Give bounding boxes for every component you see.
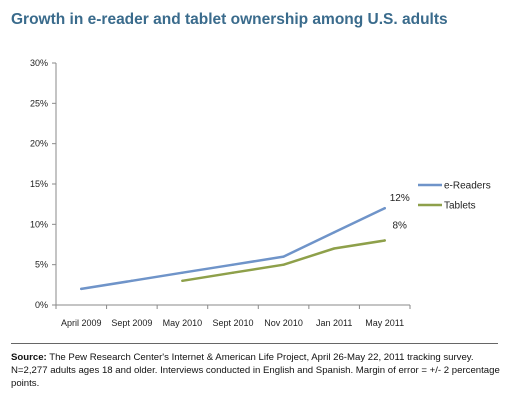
- data-point: [332, 231, 336, 234]
- series-layer: 12% 8%: [80, 193, 410, 291]
- y-tick-label: 10%: [30, 219, 48, 229]
- chart-title: Growth in e-reader and tablet ownership …: [11, 11, 448, 28]
- x-axis: April 2009 Sept 2009 May 2010 Sept 2010 Nov …: [55, 304, 411, 328]
- x-tick-label: Jan 2011: [316, 318, 352, 328]
- data-point: [80, 287, 83, 291]
- data-point: [181, 279, 184, 282]
- source-label: Source:: [11, 352, 47, 363]
- end-label: 12%: [390, 193, 410, 204]
- x-tick-label: Sept 2009: [111, 318, 152, 328]
- y-axis: 0% 5% 10% 15% 20% 25% 30%: [30, 58, 57, 310]
- x-tick-label: Nov 2010: [264, 318, 303, 328]
- legend: e-Readers Tablets: [418, 181, 491, 212]
- x-tick-label: Sept 2010: [212, 318, 253, 328]
- end-label: 8%: [392, 220, 407, 231]
- y-tick-label: 0%: [35, 300, 48, 310]
- data-point: [231, 271, 235, 274]
- data-point: [231, 263, 235, 266]
- source-divider: [11, 343, 498, 344]
- x-tick-label: May 2011: [365, 318, 404, 328]
- line-chart: 0% 5% 10% 15% 20% 25% 30% April 2009 Sept 2009 M…: [30, 58, 491, 328]
- legend-label: e-Readers: [444, 181, 491, 192]
- data-point: [332, 247, 336, 250]
- y-tick-label: 15%: [30, 179, 48, 189]
- legend-label: Tablets: [444, 201, 476, 212]
- data-point: [383, 207, 386, 210]
- series-line-tablets: [181, 239, 386, 283]
- data-point: [282, 263, 285, 266]
- y-tick-label: 30%: [30, 58, 48, 68]
- x-tick-label: May 2010: [163, 318, 203, 328]
- source-note: Source: The Pew Research Center's Intern…: [11, 351, 505, 390]
- y-tick-label: 25%: [30, 98, 48, 108]
- data-point: [181, 271, 184, 274]
- x-tick-label: April 2009: [61, 318, 102, 328]
- data-point: [383, 239, 386, 242]
- source-text: The Pew Research Center's Internet & Ame…: [11, 352, 500, 389]
- data-point: [282, 255, 285, 258]
- y-tick-label: 20%: [30, 139, 48, 149]
- y-tick-label: 5%: [35, 260, 48, 270]
- data-point: [130, 279, 134, 282]
